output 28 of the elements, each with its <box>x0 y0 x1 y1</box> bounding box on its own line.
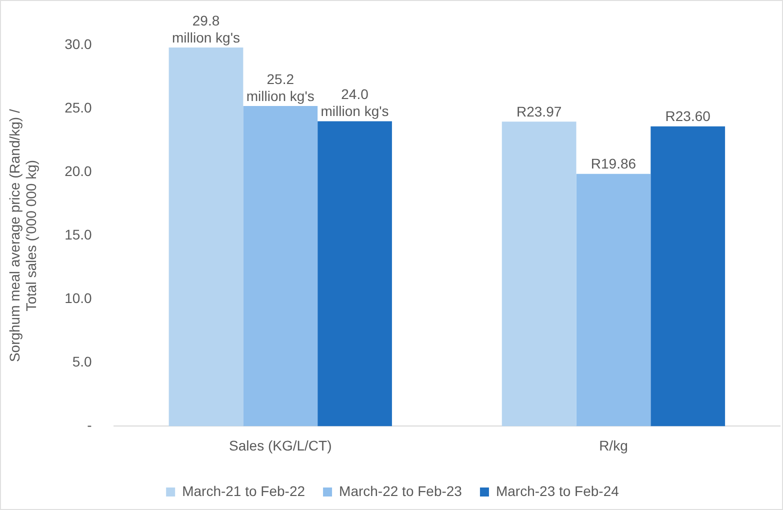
y-tick-label: 30.0 <box>64 36 92 52</box>
y-tick-label: 25.0 <box>64 99 92 116</box>
y-tick-label: 5.0 <box>72 354 92 370</box>
y-tick-label: 20.0 <box>64 162 92 179</box>
data-label: R23.60 <box>665 108 711 124</box>
legend-label: March-21 to Feb-22 <box>182 482 306 499</box>
y-axis-title: Sorghum meal average price (Rand/kg) / Total sales ('000 000 kg) <box>6 109 40 362</box>
y-tick-label: 15.0 <box>64 226 92 242</box>
x-tick-label: Sales (KG/L/CT) <box>229 437 332 454</box>
legend-label: March-22 to Feb-23 <box>339 482 462 499</box>
data-label: 25.2 <box>266 70 294 87</box>
y-tick-label: 10.0 <box>64 290 92 306</box>
data-label: 29.8 <box>192 12 220 28</box>
annotation: million kg's <box>320 103 389 120</box>
bar <box>168 48 244 426</box>
bar <box>318 121 392 426</box>
bar <box>502 122 576 426</box>
legend-label: March-23 to Feb-24 <box>496 482 620 499</box>
data-label: 24.0 <box>341 86 369 102</box>
data-label: R19.86 <box>590 156 636 172</box>
annotation: million kg's <box>246 88 314 104</box>
annotation: million kg's <box>172 29 240 46</box>
bar <box>243 106 318 426</box>
bar <box>576 174 651 426</box>
y-tick-label: - <box>87 417 92 434</box>
x-tick-label: R/kg <box>599 437 628 454</box>
bar <box>650 126 726 426</box>
data-label: R23.97 <box>516 103 562 120</box>
